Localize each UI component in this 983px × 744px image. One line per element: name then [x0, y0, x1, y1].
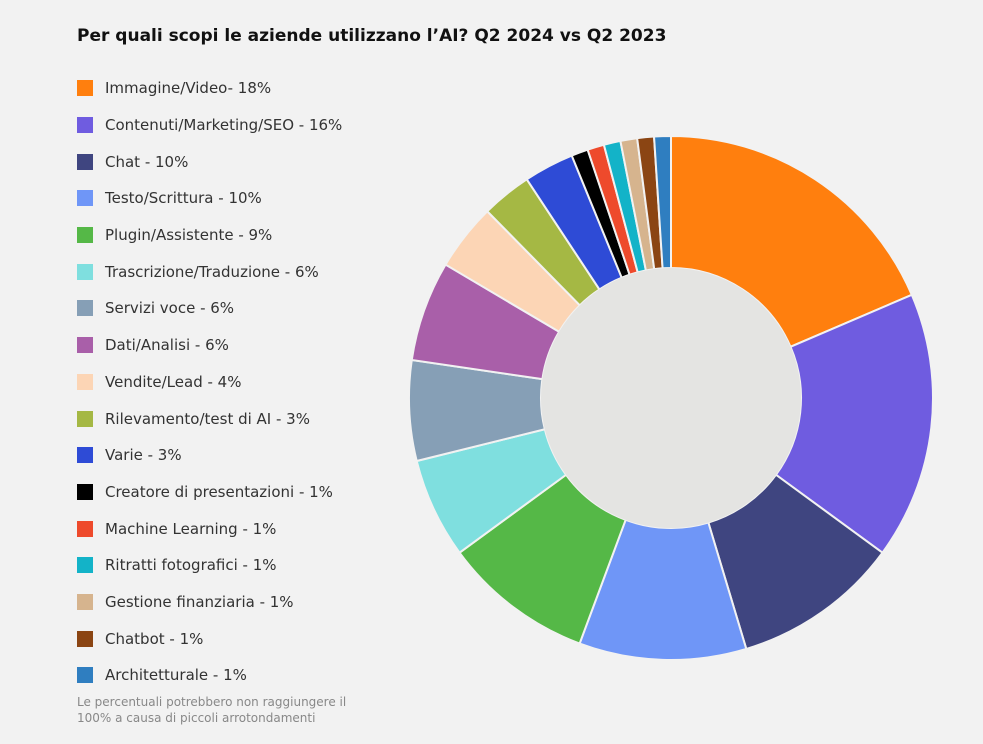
legend-item: Machine Learning - 1% [77, 510, 342, 547]
legend-label: Contenuti/Marketing/SEO - 16% [105, 116, 343, 135]
legend-item: Trascrizione/Traduzione - 6% [77, 253, 342, 290]
legend-item: Contenuti/Marketing/SEO - 16% [77, 107, 342, 144]
legend-item: Ritratti fotografici - 1% [77, 547, 342, 584]
legend-swatch [77, 557, 93, 574]
legend: Immagine/Video- 18% Contenuti/Marketing/S… [77, 70, 342, 694]
legend-label: Architetturale - 1% [105, 666, 247, 685]
legend-swatch [77, 630, 93, 647]
legend-swatch [77, 337, 93, 354]
legend-item: Plugin/Assistente - 9% [77, 217, 342, 254]
legend-swatch [77, 190, 93, 207]
legend-item: Testo/Scrittura - 10% [77, 180, 342, 217]
legend-item: Gestione finanziaria - 1% [77, 584, 342, 621]
legend-swatch [77, 153, 93, 170]
legend-swatch [77, 117, 93, 134]
legend-swatch [77, 520, 93, 537]
legend-label: Chatbot - 1% [105, 629, 204, 648]
legend-label: Machine Learning - 1% [105, 519, 277, 538]
legend-item: Vendite/Lead - 4% [77, 364, 342, 401]
legend-label: Dati/Analisi - 6% [105, 336, 229, 355]
legend-label: Gestione finanziaria - 1% [105, 592, 294, 611]
legend-label: Ritratti fotografici - 1% [105, 556, 277, 575]
legend-item: Dati/Analisi - 6% [77, 327, 342, 364]
legend-item: Rilevamento/test di AI - 3% [77, 400, 342, 437]
legend-swatch [77, 227, 93, 244]
legend-swatch [77, 263, 93, 280]
legend-swatch [77, 410, 93, 427]
legend-label: Trascrizione/Traduzione - 6% [105, 262, 319, 281]
legend-item: Servizi voce - 6% [77, 290, 342, 327]
legend-label: Creatore di presentazioni - 1% [105, 482, 333, 501]
legend-item: Creatore di presentazioni - 1% [77, 474, 342, 511]
legend-label: Varie - 3% [105, 446, 182, 465]
donut-hole [541, 268, 801, 528]
legend-item: Chatbot - 1% [77, 620, 342, 657]
legend-swatch [77, 483, 93, 500]
legend-label: Testo/Scrittura - 10% [105, 189, 262, 208]
legend-item: Chat - 10% [77, 143, 342, 180]
legend-swatch [77, 80, 93, 97]
legend-label: Plugin/Assistente - 9% [105, 226, 273, 245]
legend-swatch [77, 447, 93, 464]
legend-label: Rilevamento/test di AI - 3% [105, 409, 310, 428]
legend-item: Architetturale - 1% [77, 657, 342, 694]
legend-label: Vendite/Lead - 4% [105, 372, 242, 391]
legend-item: Varie - 3% [77, 437, 342, 474]
legend-swatch [77, 373, 93, 390]
legend-label: Servizi voce - 6% [105, 299, 235, 318]
footnote: Le percentuali potrebbero non raggiunger… [77, 695, 347, 725]
legend-label: Chat - 10% [105, 152, 189, 171]
chart-title: Per quali scopi le aziende utilizzano l’… [77, 26, 667, 46]
legend-item: Immagine/Video- 18% [77, 70, 342, 107]
legend-swatch [77, 300, 93, 317]
legend-swatch [77, 667, 93, 684]
legend-label: Immagine/Video- 18% [105, 79, 272, 98]
legend-swatch [77, 593, 93, 610]
